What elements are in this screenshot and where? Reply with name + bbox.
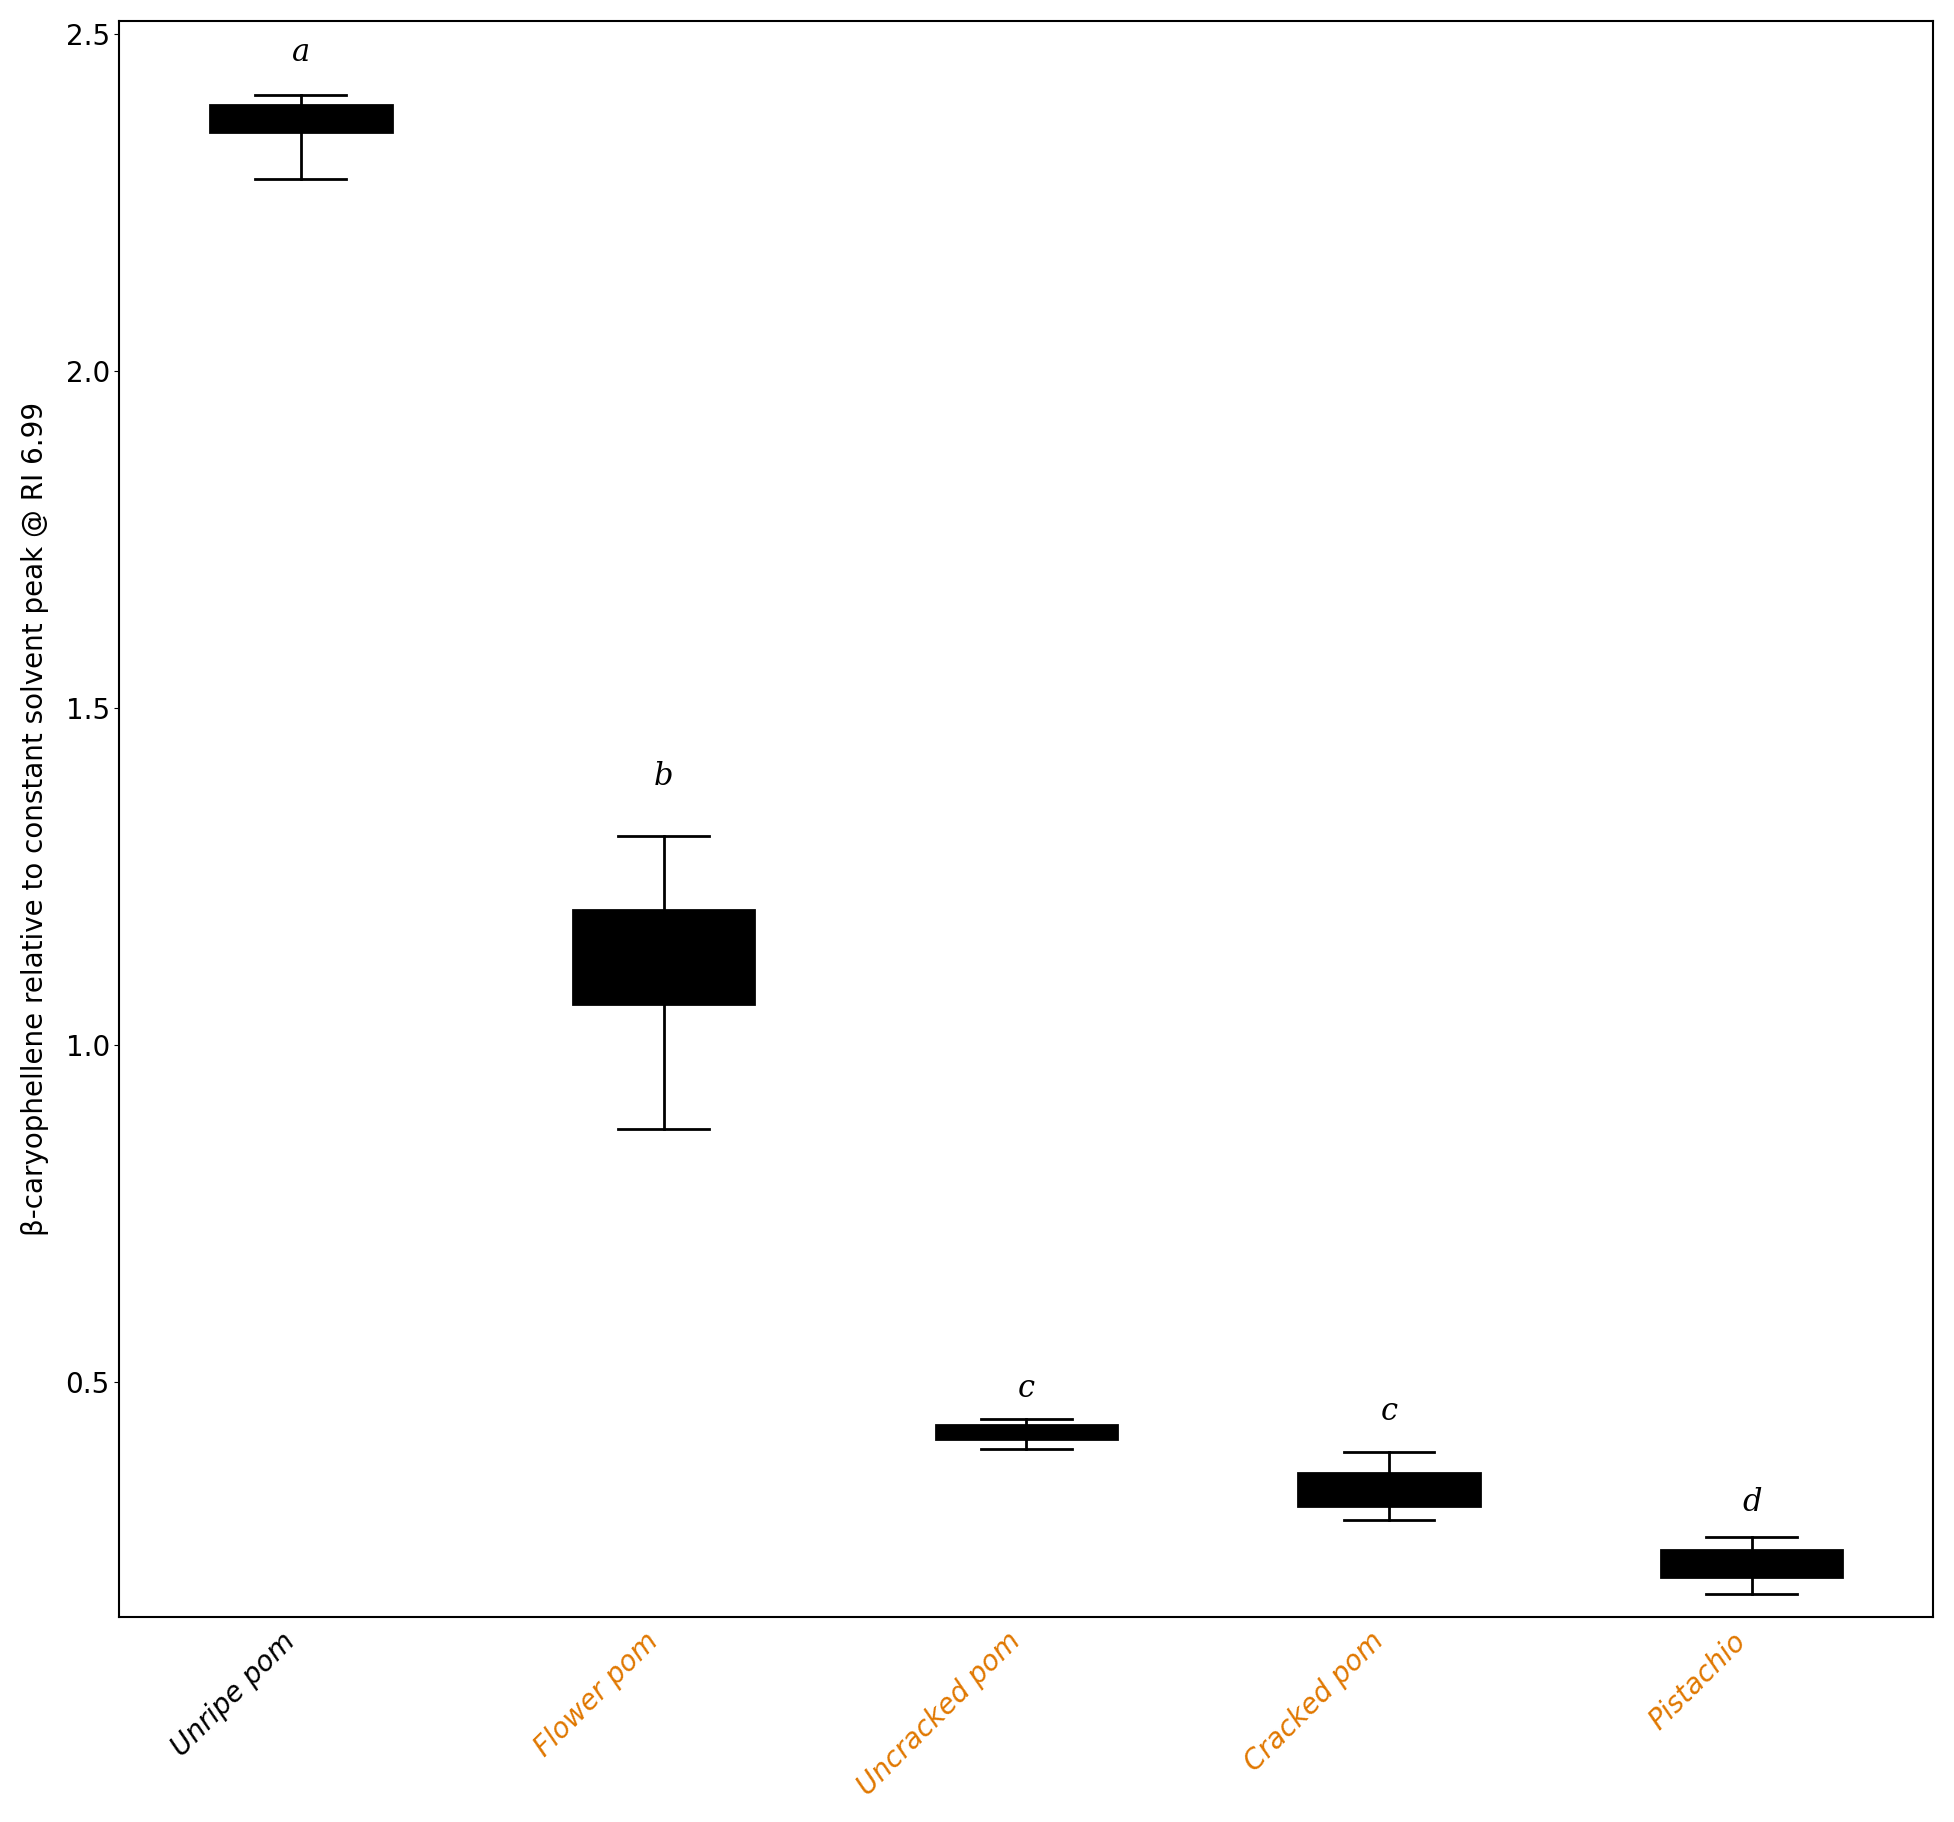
- Text: a: a: [291, 36, 311, 67]
- Text: c: c: [1018, 1372, 1036, 1405]
- PathPatch shape: [211, 106, 391, 131]
- Text: d: d: [1743, 1487, 1763, 1518]
- Y-axis label: β-caryophellene relative to constant solvent peak @ RI 6.99: β-caryophellene relative to constant sol…: [21, 403, 49, 1235]
- PathPatch shape: [936, 1425, 1118, 1439]
- Text: c: c: [1380, 1396, 1397, 1427]
- PathPatch shape: [1297, 1472, 1479, 1507]
- PathPatch shape: [1661, 1551, 1843, 1578]
- Text: b: b: [655, 762, 674, 793]
- PathPatch shape: [573, 909, 754, 1004]
